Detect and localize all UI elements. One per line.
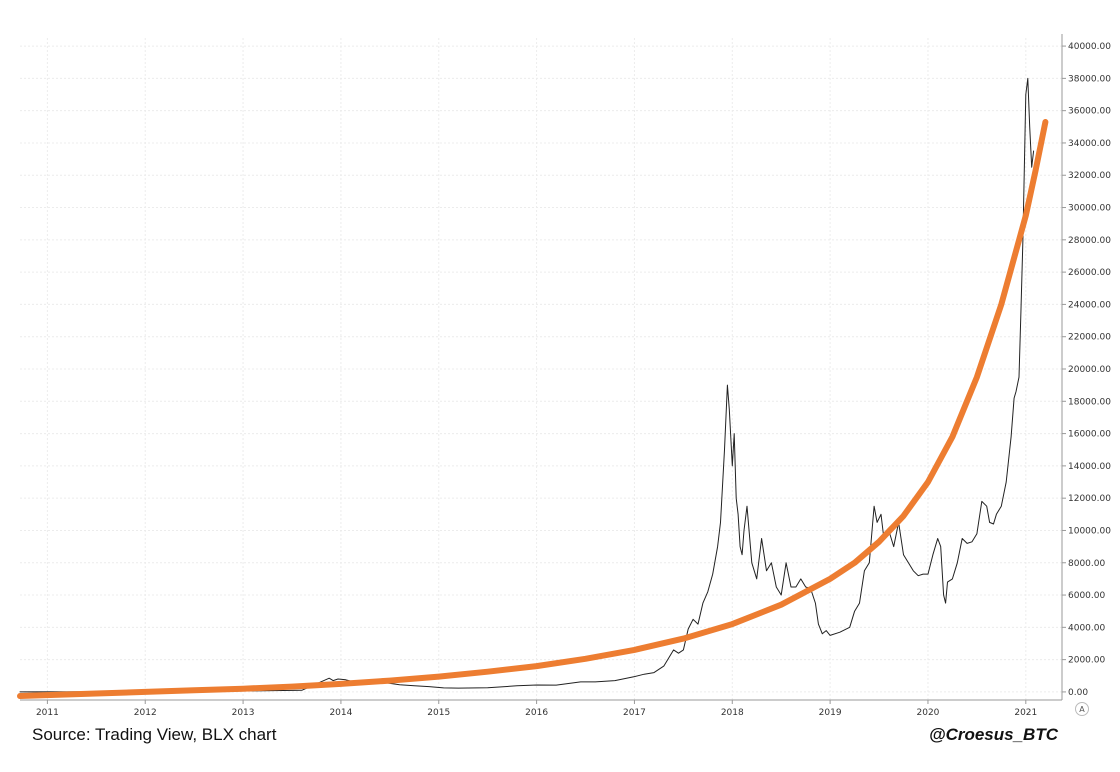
- y-tick-label: 14000.00: [1068, 462, 1111, 472]
- y-tick-label: 26000.00: [1068, 268, 1111, 278]
- x-tick-label: 2017: [623, 708, 646, 718]
- y-tick-label: 18000.00: [1068, 397, 1111, 407]
- x-tick-label: 2015: [427, 708, 450, 718]
- y-tick-label: 40000.00: [1068, 42, 1111, 52]
- axes: 0.00 2000.00 4000.00 6000.00 8000.00 10000.00…: [20, 34, 1111, 718]
- y-tick-label: 12000.00: [1068, 494, 1111, 504]
- source-caption: Source: Trading View, BLX chart: [32, 725, 277, 744]
- y-tick-label: 8000.00: [1068, 559, 1105, 569]
- y-tick-label: 16000.00: [1068, 430, 1111, 440]
- auto-scale-button[interactable]: A: [1075, 702, 1089, 716]
- y-tick-label: 30000.00: [1068, 204, 1111, 214]
- y-tick-label: 0.00: [1068, 688, 1088, 698]
- x-tick-label: 2019: [819, 708, 842, 718]
- x-tick-label: 2014: [329, 708, 352, 718]
- y-tick-label: 20000.00: [1068, 365, 1111, 375]
- x-tick-label: 2013: [232, 708, 255, 718]
- y-tick-label: 22000.00: [1068, 333, 1111, 343]
- x-tick-label: 2020: [917, 708, 940, 718]
- y-tick-label: 32000.00: [1068, 171, 1111, 181]
- price-series-line: [19, 77, 1035, 693]
- x-tick-label: 2018: [721, 708, 744, 718]
- y-tick-label: 34000.00: [1068, 139, 1111, 149]
- x-tick-label: 2021: [1014, 708, 1037, 718]
- gridlines: [20, 38, 1062, 700]
- y-tick-label: 2000.00: [1068, 656, 1105, 666]
- y-tick-label: 4000.00: [1068, 623, 1105, 633]
- y-tick-label: 36000.00: [1068, 107, 1111, 117]
- author-handle: @Croesus_BTC: [929, 725, 1058, 744]
- y-tick-label: 24000.00: [1068, 300, 1111, 310]
- trend-curve-line: [17, 119, 1049, 699]
- y-tick-label: 10000.00: [1068, 526, 1111, 536]
- series-layer: [17, 77, 1049, 699]
- y-tick-label: 6000.00: [1068, 591, 1105, 601]
- y-tick-label: 38000.00: [1068, 74, 1111, 84]
- x-tick-label: 2016: [525, 708, 548, 718]
- y-tick-label: 28000.00: [1068, 236, 1111, 246]
- x-tick-label: 2012: [134, 708, 157, 718]
- x-tick-label: 2011: [36, 708, 59, 718]
